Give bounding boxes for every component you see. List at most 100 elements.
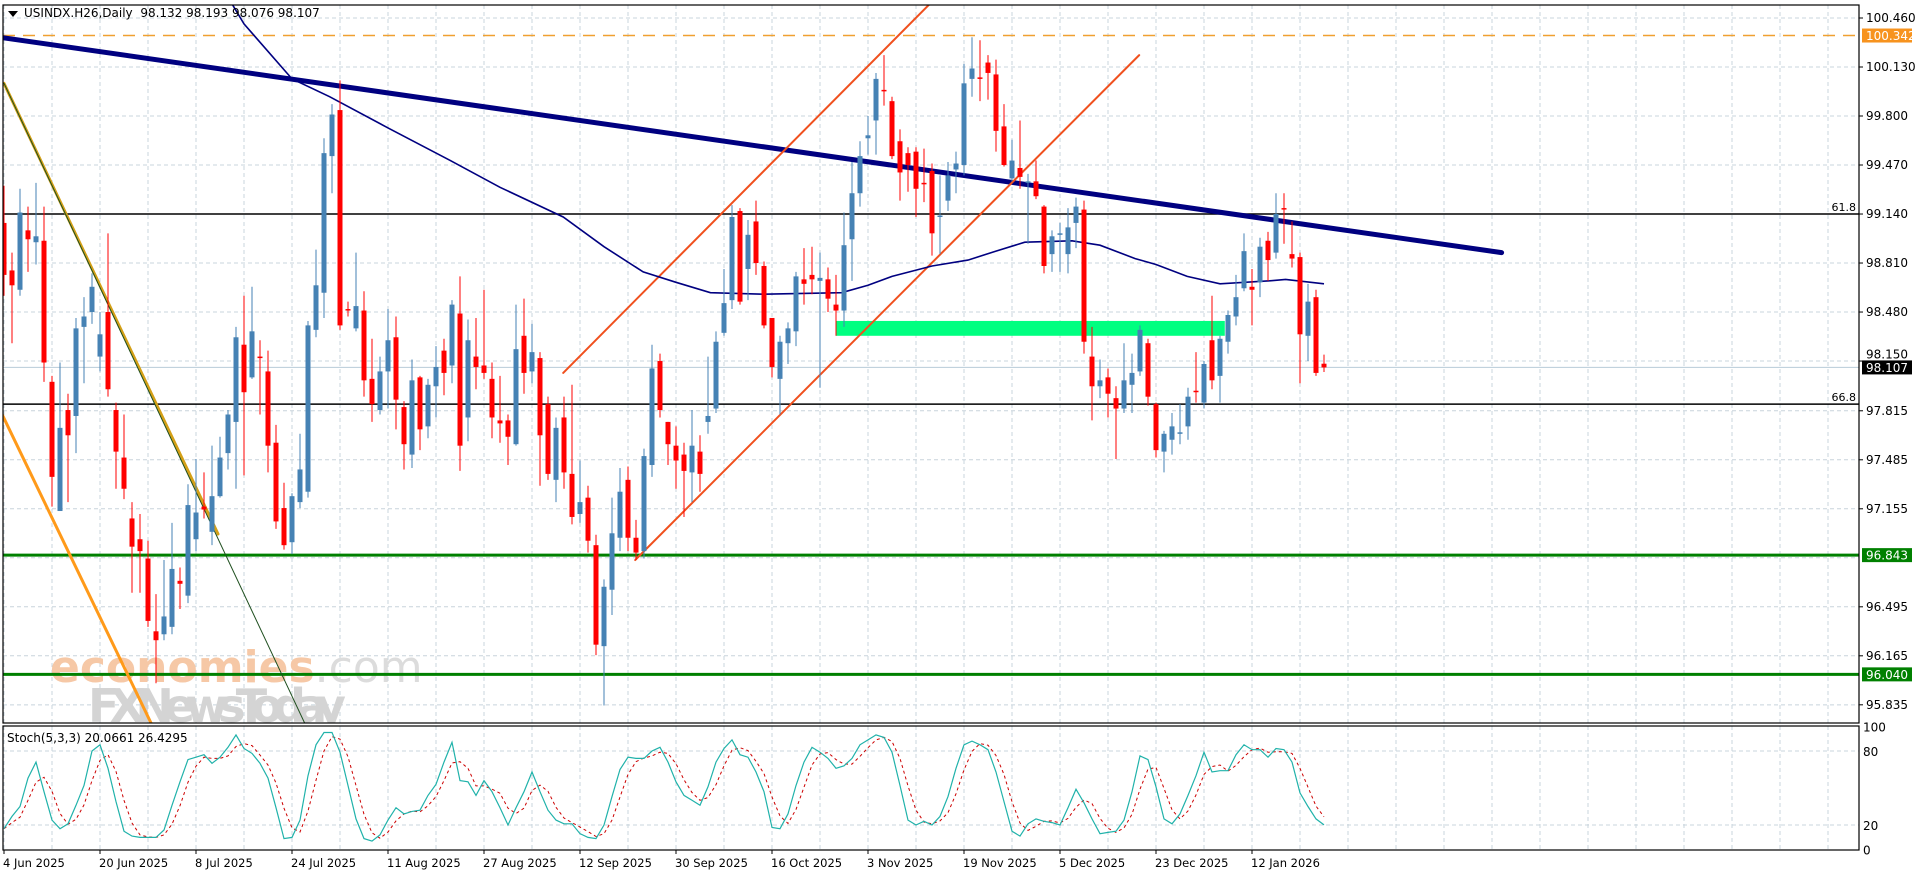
candle-body bbox=[49, 381, 55, 477]
price-axis-label: 96.495 bbox=[1866, 600, 1908, 614]
candle-body bbox=[137, 539, 143, 552]
candle-bearish bbox=[521, 298, 527, 394]
time-axis-label: 4 Jun 2025 bbox=[3, 856, 65, 870]
candle-bearish bbox=[1249, 268, 1255, 326]
candle-bullish bbox=[601, 579, 607, 706]
candle-bearish bbox=[1193, 352, 1199, 403]
candle-body bbox=[769, 317, 775, 367]
candle-body bbox=[257, 356, 263, 359]
orange-descending-line[interactable] bbox=[0, 410, 153, 723]
candle-body bbox=[121, 457, 127, 489]
candle-bullish bbox=[57, 362, 63, 512]
candle-body bbox=[921, 182, 927, 185]
price-axis-label: 98.150 bbox=[1866, 347, 1908, 361]
candle-body bbox=[17, 212, 23, 290]
candle-bullish bbox=[433, 346, 439, 418]
channel-upper-line[interactable] bbox=[562, 2, 932, 374]
candle-body bbox=[81, 316, 87, 327]
candle-bullish bbox=[17, 188, 23, 296]
candle-body bbox=[1169, 426, 1175, 440]
candle-bearish bbox=[681, 442, 687, 517]
candle-body bbox=[185, 505, 191, 596]
time-axis-label: 12 Sep 2025 bbox=[579, 856, 652, 870]
candle-bearish bbox=[1089, 326, 1095, 421]
candle-body bbox=[865, 135, 871, 139]
candle-body bbox=[433, 366, 439, 387]
candle-body bbox=[193, 512, 199, 540]
candle-body bbox=[761, 265, 767, 326]
candle-body bbox=[729, 216, 735, 301]
time-axis-label: 5 Dec 2025 bbox=[1059, 856, 1125, 870]
candle-body bbox=[753, 221, 759, 264]
price-axis[interactable]: 100.460 100.130 99.800 99.470 99.140 98.810 98… bbox=[1859, 11, 1916, 712]
candle-bullish bbox=[1049, 230, 1055, 272]
candle-bearish bbox=[569, 384, 575, 525]
candle-body bbox=[153, 631, 159, 641]
stochastic-plot-frame bbox=[2, 725, 1860, 851]
candle-bearish bbox=[881, 55, 887, 106]
candle-bullish bbox=[1161, 430, 1167, 473]
candle-bullish bbox=[777, 335, 783, 415]
candle-bullish bbox=[233, 326, 239, 489]
time-axis[interactable]: 4 Jun 2025 20 Jun 2025 8 Jul 2025 24 Jul 20… bbox=[3, 850, 1320, 870]
stochastic-axis-label: 80 bbox=[1863, 745, 1878, 759]
main-descending-trendline[interactable] bbox=[0, 35, 1505, 256]
candle-bearish bbox=[889, 96, 895, 160]
candle-body bbox=[1249, 286, 1255, 290]
price-marker-label: 96.040 bbox=[1866, 668, 1908, 682]
time-axis-label: 3 Nov 2025 bbox=[867, 856, 933, 870]
candle-bearish bbox=[593, 534, 599, 656]
candle-body bbox=[857, 156, 863, 194]
candle-body bbox=[713, 341, 719, 409]
price-axis-label: 99.470 bbox=[1866, 158, 1908, 172]
candle-body bbox=[833, 304, 839, 311]
candle-bullish bbox=[649, 344, 655, 477]
candle-bullish bbox=[1129, 353, 1135, 414]
candle-bullish bbox=[617, 467, 623, 552]
candle-bearish bbox=[401, 401, 407, 470]
candle-body bbox=[1217, 338, 1223, 376]
candle-body bbox=[465, 340, 471, 418]
candle-body bbox=[377, 371, 383, 411]
candle-body bbox=[321, 153, 327, 293]
candle-body bbox=[1017, 167, 1023, 177]
candle-bullish bbox=[409, 359, 415, 468]
candle-bearish bbox=[1113, 386, 1119, 460]
candle-bullish bbox=[1225, 310, 1231, 354]
candle-body bbox=[1049, 236, 1055, 255]
candle-body bbox=[201, 506, 207, 510]
candle-bearish bbox=[1153, 402, 1159, 458]
candle-bullish bbox=[313, 249, 319, 338]
candle-body bbox=[1121, 380, 1127, 409]
main-plot-frame bbox=[2, 4, 1860, 724]
candle-bearish bbox=[393, 316, 399, 430]
candle-body bbox=[665, 421, 671, 445]
candle-bearish bbox=[1281, 193, 1287, 244]
dropdown-triangle-icon[interactable] bbox=[8, 10, 18, 17]
price-axis-label: 98.480 bbox=[1866, 305, 1908, 319]
candle-body bbox=[1233, 297, 1239, 317]
candle-bearish bbox=[977, 40, 983, 102]
candle-bearish bbox=[561, 396, 567, 489]
moving-average-line bbox=[231, 5, 1325, 296]
candle-body bbox=[489, 378, 495, 418]
candle-bearish bbox=[105, 233, 111, 397]
candle-bearish bbox=[697, 435, 703, 492]
candle-body bbox=[33, 236, 39, 243]
candle-bearish bbox=[1289, 221, 1295, 268]
candle-body bbox=[905, 153, 911, 166]
candle-body bbox=[417, 377, 423, 430]
thin-green-descending-line[interactable] bbox=[3, 82, 306, 723]
candle-body bbox=[545, 404, 551, 474]
candle-body bbox=[1001, 126, 1007, 166]
channel-lower-line[interactable] bbox=[634, 54, 1141, 562]
candle-bullish bbox=[705, 356, 711, 434]
candle-body bbox=[569, 473, 575, 517]
candle-body bbox=[1033, 181, 1039, 197]
price-axis-label: 95.835 bbox=[1866, 698, 1908, 712]
candle-body bbox=[817, 277, 823, 281]
candle-body bbox=[801, 279, 807, 284]
candle-body bbox=[161, 616, 167, 635]
candle-bullish bbox=[609, 497, 615, 615]
